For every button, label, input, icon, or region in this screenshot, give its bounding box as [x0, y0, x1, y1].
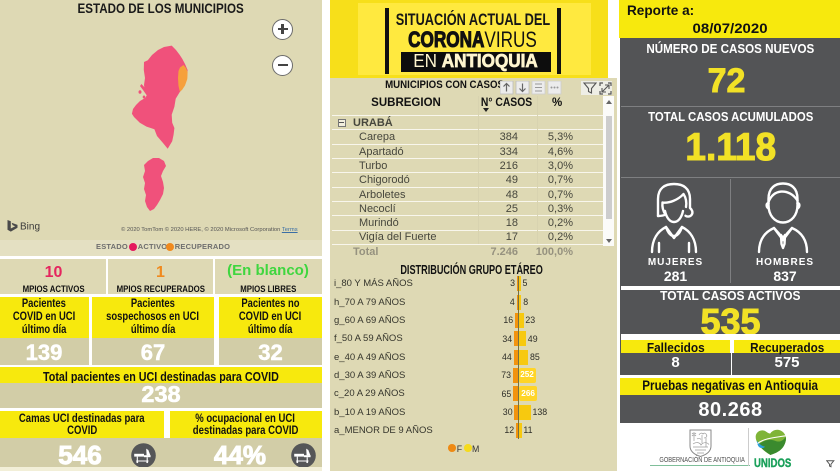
svg-text:Bing: Bing	[20, 222, 40, 233]
